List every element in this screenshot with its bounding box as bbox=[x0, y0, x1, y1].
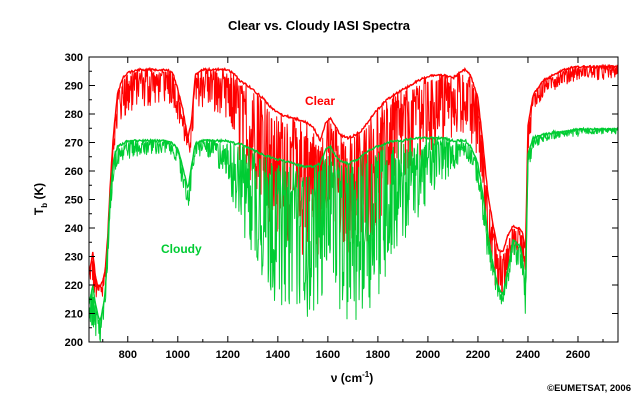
y-label-main: T bbox=[32, 207, 46, 215]
x-label-symbol: ν bbox=[331, 371, 338, 385]
x-tick-label: 2200 bbox=[466, 349, 490, 361]
x-tick-label: 1800 bbox=[366, 349, 390, 361]
cloudy-continuum-line bbox=[89, 126, 618, 321]
clear-continuum-line bbox=[89, 63, 618, 288]
x-tick-label: 1400 bbox=[266, 349, 290, 361]
cloudy-series-label: Cloudy bbox=[161, 242, 202, 256]
x-label-open: (cm bbox=[337, 371, 362, 385]
y-tick-label: 200 bbox=[65, 337, 83, 349]
x-tick-label: 1000 bbox=[166, 349, 190, 361]
y-tick-label: 240 bbox=[65, 223, 83, 235]
x-tick-label: 2600 bbox=[566, 349, 590, 361]
x-label-exp: -1 bbox=[362, 370, 370, 379]
y-tick-label: 260 bbox=[65, 166, 83, 178]
x-tick-label: 1600 bbox=[316, 349, 340, 361]
y-tick-label: 210 bbox=[65, 309, 83, 321]
x-tick-label: 1200 bbox=[216, 349, 240, 361]
y-tick-label: 230 bbox=[65, 252, 83, 264]
x-tick-label: 2000 bbox=[416, 349, 440, 361]
x-tick-label: 800 bbox=[119, 349, 137, 361]
x-tick-label: 2400 bbox=[516, 349, 540, 361]
y-label-unit: (K) bbox=[32, 183, 46, 203]
y-tick-label: 220 bbox=[65, 280, 83, 292]
y-axis-label: Tb (K) bbox=[32, 183, 49, 215]
chart-title: Clear vs. Cloudy IASI Spectra bbox=[228, 18, 411, 33]
y-tick-label: 280 bbox=[65, 109, 83, 121]
x-label-close: ) bbox=[369, 371, 373, 385]
y-tick-label: 250 bbox=[65, 195, 83, 207]
y-label-sub: b bbox=[40, 203, 49, 208]
copyright-text: ©EUMETSAT, 2006 bbox=[547, 383, 631, 394]
x-axis-label: ν (cm-1) bbox=[331, 370, 374, 385]
y-axis: 200 210 220 230 240 250 260 270 280 290 300 bbox=[65, 52, 618, 349]
y-tick-label: 290 bbox=[65, 81, 83, 93]
y-tick-label: 300 bbox=[65, 52, 83, 64]
series-layer bbox=[89, 63, 618, 342]
x-axis: 800 1000 1200 1400 1600 1800 2000 2200 2400 2600 bbox=[102, 57, 604, 361]
clear-series-label: Clear bbox=[305, 94, 335, 108]
y-tick-label: 270 bbox=[65, 138, 83, 150]
